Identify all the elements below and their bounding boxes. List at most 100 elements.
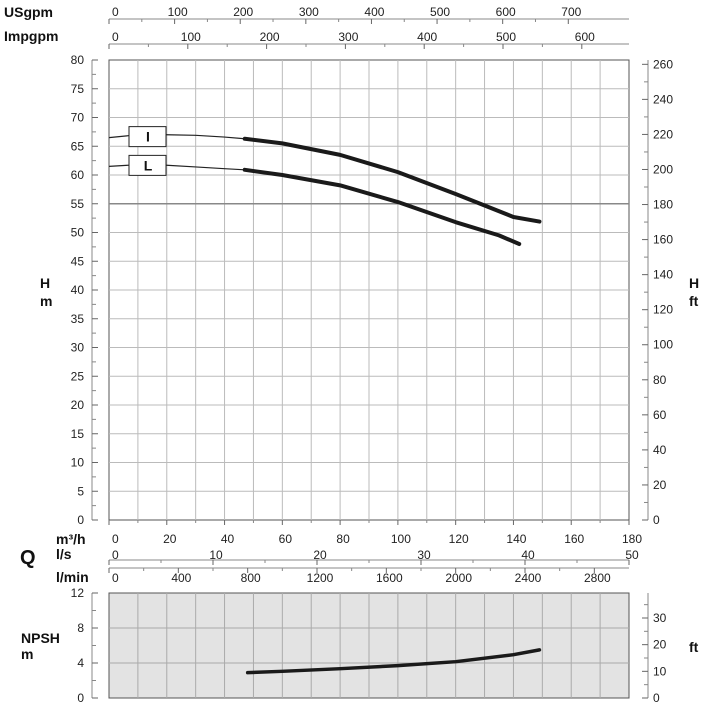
curve-l: [242, 167, 522, 246]
impgpm-tick-label: 300: [338, 30, 358, 44]
head-panel: 0 5 10 15 20 25 30 35 40 45 50 55 60 65 70 75 80 0 20 40 60…: [40, 53, 699, 527]
head-right-tick-label: 240: [653, 92, 673, 106]
ls-axis: l/s 0 10 20 30 40 50: [56, 546, 639, 565]
usgpm-tick-label: 0: [112, 5, 119, 19]
m3h-tick-label: 80: [336, 532, 350, 546]
head-right-tick-label: 140: [653, 268, 673, 282]
head-right-tick-label: 40: [653, 443, 667, 457]
impgpm-axis-label: Impgpm: [4, 28, 58, 44]
lmin-tick-label: 400: [171, 571, 191, 585]
ls-tick-label: 20: [313, 548, 327, 562]
usgpm-tick-label: 200: [233, 5, 253, 19]
npsh-left-tick-label: 4: [77, 656, 84, 670]
m3h-tick-label: 100: [391, 532, 411, 546]
npsh-left-tick-label: 12: [71, 586, 85, 600]
head-right-tick-label: 120: [653, 303, 673, 317]
lmin-tick-label: 1200: [307, 571, 334, 585]
q-axis-label: Q: [20, 547, 36, 569]
head-left-tick-label: 80: [71, 53, 85, 67]
lmin-axis-label: l/min: [56, 569, 89, 585]
head-left-tick-label: 30: [71, 341, 85, 355]
npsh-left-tick-label: 8: [77, 621, 84, 635]
head-right-tick-label: 0: [653, 513, 660, 527]
usgpm-tick-label: 300: [299, 5, 319, 19]
head-right-tick-label: 200: [653, 162, 673, 176]
head-right-tick-label: 20: [653, 478, 667, 492]
npsh-panel: 0 4 8 12 0 10 20 30 NPSH m ft: [21, 586, 699, 705]
head-right-tick-label: 260: [653, 57, 673, 71]
npsh-left-axis-label-1: NPSH: [21, 630, 60, 646]
ls-tick-label: 50: [625, 548, 639, 562]
head-right-tick-label: 60: [653, 408, 667, 422]
head-left-axis-label-2: m: [40, 293, 52, 309]
head-left-tick-label: 25: [71, 369, 85, 383]
lmin-axis: l/min 0 400 800 1200 1600 2000 2400 2800: [56, 567, 629, 585]
m3h-tick-label: 0: [112, 532, 119, 546]
npsh-right-tick-label: 20: [653, 638, 667, 652]
head-left-tick-label: 60: [71, 168, 85, 182]
head-right-tick-label: 80: [653, 373, 667, 387]
ls-tick-label: 30: [417, 548, 431, 562]
head-left-tick-label: 5: [77, 484, 84, 498]
usgpm-axis: USgpm 0 100 200 300 400 500 600 700: [4, 4, 629, 24]
npsh-left-axis-label-2: m: [21, 646, 33, 662]
lmin-tick-label: 2400: [515, 571, 542, 585]
head-right-tick-label: 220: [653, 127, 673, 141]
head-right-tick-label: 160: [653, 233, 673, 247]
head-left-tick-label: 45: [71, 254, 85, 268]
ls-axis-label: l/s: [56, 546, 72, 562]
head-left-tick-label: 40: [71, 283, 85, 297]
head-left-tick-label: 20: [71, 398, 85, 412]
lmin-tick-label: 1600: [376, 571, 403, 585]
npsh-curve: [245, 648, 542, 675]
usgpm-tick-label: 400: [364, 5, 384, 19]
head-left-tick-label: 65: [71, 139, 85, 153]
m3h-tick-label: 40: [221, 532, 235, 546]
ls-tick-label: 0: [112, 548, 119, 562]
npsh-right-tick-label: 10: [653, 664, 667, 678]
m3h-tick-label: 60: [279, 532, 293, 546]
m3h-axis-label: m³/h: [56, 531, 86, 547]
m3h-axis: m³/h 0 20 40 60 80 100 120 140 160 180: [56, 520, 642, 547]
npsh-left-tick-label: 0: [77, 691, 84, 705]
curve-l-label-box: [128, 154, 167, 176]
head-left-tick-label: 35: [71, 312, 85, 326]
head-left-tick-label: 0: [77, 513, 84, 527]
head-left-axis-label-1: H: [40, 275, 50, 291]
usgpm-tick-label: 700: [561, 5, 581, 19]
npsh-right-tick-label: 0: [653, 691, 660, 705]
ls-tick-label: 10: [209, 548, 223, 562]
impgpm-tick-label: 500: [496, 30, 516, 44]
head-right-axis-label-2: ft: [689, 293, 699, 309]
usgpm-axis-label: USgpm: [4, 4, 53, 20]
m3h-tick-label: 120: [449, 532, 469, 546]
usgpm-tick-label: 500: [430, 5, 450, 19]
impgpm-axis: Impgpm 0 100 200 300 400 500 600: [4, 28, 629, 49]
head-right-tick-label: 180: [653, 198, 673, 212]
usgpm-tick-label: 600: [496, 5, 516, 19]
impgpm-tick-label: 200: [260, 30, 280, 44]
head-left-tick-label: 55: [71, 197, 85, 211]
head-left-tick-label: 70: [71, 111, 85, 125]
m3h-tick-label: 160: [564, 532, 584, 546]
npsh-right-axis-label: ft: [689, 639, 699, 655]
m3h-tick-label: 180: [622, 532, 642, 546]
lmin-tick-label: 0: [112, 571, 119, 585]
head-left-tick-label: 10: [71, 456, 85, 470]
head-left-tick-label: 15: [71, 427, 85, 441]
impgpm-tick-label: 600: [575, 30, 595, 44]
curve-i-label: I: [146, 129, 150, 145]
head-left-tick-label: 75: [71, 82, 85, 96]
impgpm-tick-label: 0: [112, 30, 119, 44]
lmin-tick-label: 800: [241, 571, 261, 585]
ls-tick-label: 40: [521, 548, 535, 562]
impgpm-tick-label: 400: [417, 30, 437, 44]
curve-i: [242, 136, 542, 224]
head-right-tick-label: 100: [653, 338, 673, 352]
m3h-tick-label: 20: [163, 532, 177, 546]
m3h-tick-label: 140: [506, 532, 526, 546]
head-left-tick-label: 50: [71, 226, 85, 240]
impgpm-tick-label: 100: [181, 30, 201, 44]
head-right-axis-label-1: H: [689, 275, 699, 291]
